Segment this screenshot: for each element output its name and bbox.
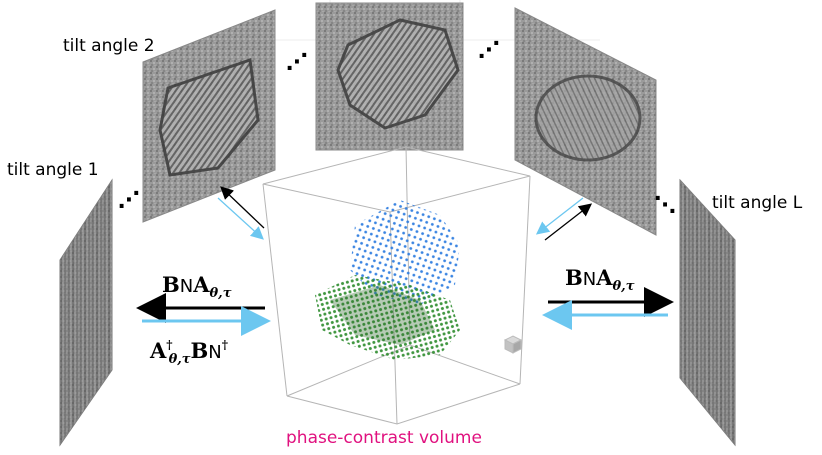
projection-tilt-1 bbox=[59, 178, 113, 447]
operator-forward-right: BNAθ,τ bbox=[565, 265, 634, 294]
orientation-cube-icon bbox=[503, 335, 523, 354]
volume-caption: phase-contrast volume bbox=[286, 428, 482, 448]
operator-subscript: θ,τ bbox=[209, 286, 232, 301]
projection-tilt-L bbox=[679, 178, 736, 447]
operator-B: B bbox=[190, 338, 209, 363]
operator-A: A bbox=[150, 338, 167, 363]
label-tilt-angle-2: tilt angle 2 bbox=[63, 36, 155, 56]
ellipsis-top-left: ⋰ bbox=[286, 50, 309, 75]
operator-N: N bbox=[208, 342, 222, 363]
operator-N: N bbox=[179, 276, 194, 297]
projection-center bbox=[315, 2, 464, 151]
operator-dagger: † bbox=[221, 338, 229, 352]
ellipsis-left-lower: ⋰ bbox=[118, 188, 141, 213]
operator-B: B bbox=[162, 272, 180, 297]
projection-tilt-2 bbox=[142, 9, 276, 223]
ellipsis-top-right: ⋰ bbox=[478, 38, 501, 63]
operator-forward-left: BNAθ,τ bbox=[162, 272, 231, 301]
projection-tilt-right bbox=[514, 7, 657, 236]
small-arrow-pair-right bbox=[535, 197, 593, 241]
operator-A: A bbox=[193, 272, 210, 297]
small-arrow-pair-left bbox=[217, 186, 265, 240]
label-tilt-angle-1: tilt angle 1 bbox=[7, 160, 99, 180]
operator-adjoint-left: A†θ,τBN† bbox=[150, 338, 229, 367]
operator-N: N bbox=[582, 269, 597, 290]
label-tilt-angle-L: tilt angle L bbox=[712, 193, 803, 213]
operator-A: A bbox=[596, 265, 613, 290]
reconstructed-particle bbox=[315, 200, 460, 360]
operator-subscript: θ,τ bbox=[168, 352, 191, 367]
operator-subscript: θ,τ bbox=[612, 279, 635, 294]
operator-dagger: † bbox=[166, 338, 173, 352]
operator-B: B bbox=[565, 265, 583, 290]
ellipsis-right-lower: ⋰ bbox=[653, 193, 676, 218]
